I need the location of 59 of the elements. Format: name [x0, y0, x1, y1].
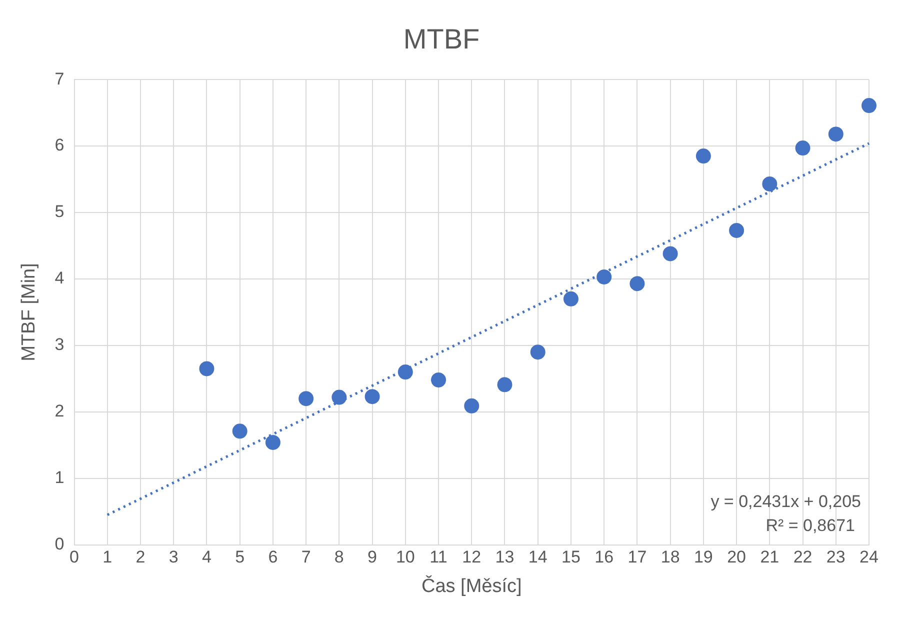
y-tick-label: 4 — [54, 268, 64, 288]
x-tick-label: 7 — [301, 548, 311, 567]
x-tick-label: 22 — [793, 548, 812, 567]
y-tick-label: 5 — [54, 202, 64, 222]
point — [232, 424, 248, 439]
x-tick-label: 20 — [727, 548, 746, 567]
annotation: y = 0,2431x + 0,205 — [710, 492, 861, 511]
x-axis-title: Čas [Měsíc] — [421, 574, 522, 597]
x-tick-label: 0 — [70, 548, 79, 567]
y-tick-label: 3 — [54, 335, 64, 354]
x-tick-label: 9 — [368, 548, 378, 567]
y-tick-label: 7 — [54, 69, 64, 88]
x-tick-label: 16 — [594, 548, 614, 567]
x-tick-label: 15 — [562, 548, 580, 567]
x-tick-label: 2 — [136, 548, 146, 567]
x-tick-label: 24 — [860, 548, 878, 567]
x-tick-label: 23 — [826, 548, 846, 567]
x-tick-label: 4 — [202, 548, 212, 567]
point — [563, 291, 578, 306]
x-tick-label: 14 — [528, 548, 548, 567]
point — [497, 377, 512, 392]
x-tick-label: 18 — [660, 548, 680, 567]
chart-title: MTBF — [403, 24, 480, 55]
x-tick-label: 19 — [694, 548, 713, 567]
point — [530, 344, 546, 360]
point — [596, 269, 612, 284]
point — [795, 140, 810, 156]
y-tick-label: 6 — [54, 136, 64, 155]
annotation: R² = 0,8671 — [766, 516, 855, 535]
point — [862, 98, 876, 114]
x-tick-label: 17 — [628, 548, 647, 567]
point — [729, 222, 744, 238]
point — [630, 276, 645, 292]
point — [298, 391, 314, 406]
y-axis-title: MTBF [Min] — [18, 263, 40, 362]
x-tick-label: 10 — [396, 548, 415, 567]
point — [696, 148, 711, 164]
x-tick-label: 1 — [102, 548, 112, 567]
y-tick-label: 1 — [54, 468, 64, 488]
x-tick-label: 8 — [334, 548, 344, 567]
y-tick-label: 2 — [54, 402, 64, 421]
point — [431, 372, 446, 388]
point — [464, 398, 480, 414]
point — [662, 246, 678, 262]
point — [332, 390, 347, 405]
point — [762, 176, 778, 192]
point — [398, 364, 413, 380]
x-tick-label: 13 — [495, 548, 514, 567]
x-tick-label: 3 — [168, 548, 178, 567]
x-tick-label: 6 — [268, 548, 278, 567]
x-tick-label: 21 — [760, 548, 780, 567]
x-tick-label: 11 — [430, 548, 448, 567]
point — [265, 434, 280, 450]
y-tick-label: 0 — [54, 534, 64, 554]
x-tick-label: 5 — [235, 548, 245, 567]
point — [199, 361, 214, 376]
point — [828, 126, 844, 142]
x-tick-label: 12 — [462, 548, 482, 567]
point — [364, 389, 380, 404]
